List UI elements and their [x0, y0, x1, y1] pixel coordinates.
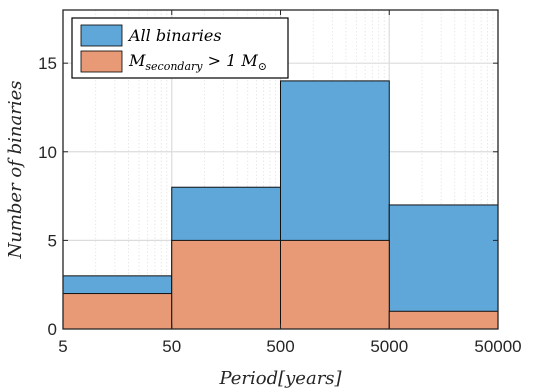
- y-tick-label: 0: [48, 320, 57, 339]
- y-axis-label: Number of binaries: [5, 81, 26, 260]
- y-tick-label: 5: [48, 231, 57, 250]
- bar-massive-secondary: [62, 293, 173, 330]
- bar-massive-secondary: [171, 239, 281, 330]
- bar-massive-secondary: [280, 239, 390, 330]
- legend-swatch-all-binaries: [80, 24, 123, 47]
- x-tick-label: 50: [162, 337, 181, 356]
- x-tick-label: 5000: [370, 337, 408, 356]
- bar-all-binaries: [388, 204, 499, 330]
- x-axis-label: Period[years]: [218, 368, 342, 389]
- legend-label-all-binaries: All binaries: [127, 26, 222, 45]
- legend-label-subscript: secondary: [145, 60, 203, 73]
- bar-massive-secondary: [388, 310, 499, 330]
- bars: [62, 80, 499, 330]
- legend-label-massive-secondary: Msecondary > 1 M⊙: [128, 51, 267, 73]
- x-tick-label: 5: [58, 337, 67, 356]
- x-tick-label: 50000: [474, 337, 521, 356]
- legend-label-comparison: > 1 M: [203, 51, 259, 70]
- y-tick-label: 15: [38, 54, 57, 73]
- x-tick-label: 500: [266, 337, 294, 356]
- y-tick-label: 10: [38, 143, 57, 162]
- legend-label-mass-symbol: M: [128, 51, 146, 70]
- legend-swatch-massive-secondary: [80, 50, 123, 73]
- legend: All binaries Msecondary > 1 M⊙: [71, 17, 289, 79]
- legend-label-sun-symbol: ⊙: [258, 60, 267, 73]
